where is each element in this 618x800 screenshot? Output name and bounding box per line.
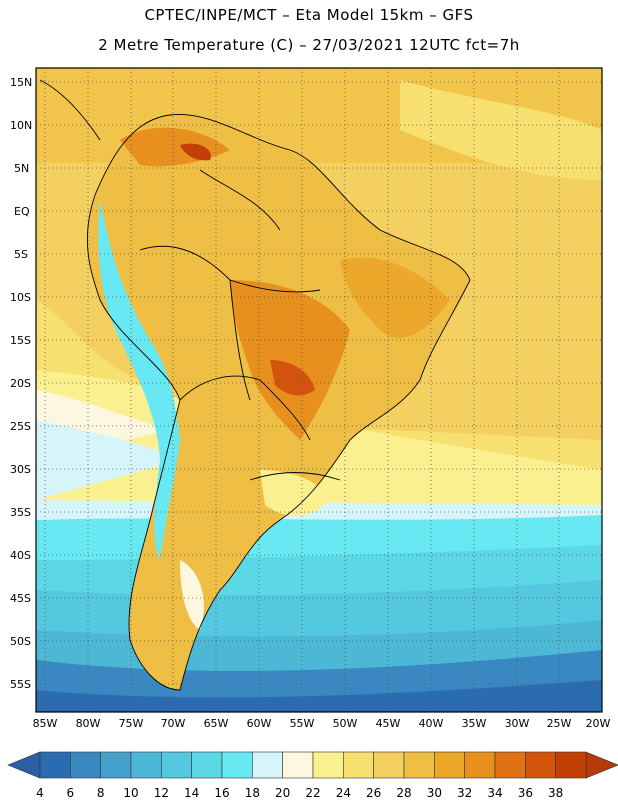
colorbar-label: 30	[427, 786, 442, 800]
colorbar-label: 16	[214, 786, 229, 800]
lat-label: 5S	[14, 248, 28, 261]
colorbar-swatch	[343, 751, 374, 779]
lat-label: 5N	[14, 162, 29, 175]
colorbar-swatch	[252, 751, 283, 779]
lon-label: 70W	[161, 717, 186, 730]
temperature-field	[36, 68, 602, 712]
colorbar-high-arrow	[585, 751, 618, 779]
lat-label: 15N	[10, 76, 32, 89]
lon-label: 30W	[505, 717, 530, 730]
lat-label: EQ	[14, 205, 30, 218]
colorbar-label: 18	[245, 786, 260, 800]
colorbar-swatch	[100, 751, 132, 779]
lat-label: 30S	[10, 463, 31, 476]
lon-label: 55W	[290, 717, 315, 730]
lat-label: 15S	[10, 334, 31, 347]
colorbar-label: 38	[548, 786, 563, 800]
colorbar-swatch	[494, 751, 526, 779]
lat-label: 40S	[10, 549, 31, 562]
lon-label: 65W	[204, 717, 229, 730]
colorbar-label: 4	[36, 786, 44, 800]
map-subtitle: 2 Metre Temperature (C) – 27/03/2021 12U…	[98, 36, 520, 54]
lat-label: 10S	[10, 291, 31, 304]
colorbar-swatch	[221, 751, 253, 779]
lon-label: 25W	[547, 717, 572, 730]
colorbar-swatch	[130, 751, 162, 779]
lat-label: 10N	[10, 119, 32, 132]
lat-label: 55S	[10, 678, 31, 691]
lon-label: 20W	[586, 717, 611, 730]
map-title: CPTEC/INPE/MCT – Eta Model 15km – GFS	[144, 6, 474, 24]
colorbar-label: 26	[366, 786, 381, 800]
country-borders	[39, 79, 471, 691]
colorbar-label: 32	[457, 786, 472, 800]
lon-label: 85W	[33, 717, 58, 730]
colorbar-label: 6	[67, 786, 75, 800]
colorbar-label: 24	[336, 786, 351, 800]
colorbar-swatch	[464, 751, 496, 779]
colorbar-label: 20	[275, 786, 290, 800]
colorbar-label: 34	[487, 786, 502, 800]
lon-label: 75W	[119, 717, 144, 730]
colorbar-label: 36	[518, 786, 533, 800]
colorbar-label: 28	[396, 786, 411, 800]
lon-label: 60W	[247, 717, 272, 730]
colorbar-swatch	[191, 751, 223, 779]
map-frame	[35, 67, 603, 713]
lat-label: 35S	[10, 506, 31, 519]
colorbar-swatch	[403, 751, 435, 779]
lat-label: 50S	[10, 635, 31, 648]
lat-label: 45S	[10, 592, 31, 605]
colorbar-label: 22	[305, 786, 320, 800]
colorbar-swatch	[282, 751, 314, 779]
lat-label: 20S	[10, 377, 31, 390]
colorbar-swatch	[161, 751, 192, 779]
colorbar-swatch	[434, 751, 465, 779]
colorbar-swatch	[39, 751, 71, 779]
colorbar-low-arrow	[7, 751, 41, 779]
colorbar-label: 12	[154, 786, 169, 800]
lon-label: 40W	[419, 717, 444, 730]
longitude-labels: 85W 80W 75W 70W 65W 60W 55W 50W 45W 40W …	[33, 717, 611, 730]
lon-label: 45W	[376, 717, 401, 730]
colorbar-swatch	[312, 751, 344, 779]
lon-label: 80W	[76, 717, 101, 730]
colorbar-label: 14	[184, 786, 199, 800]
lon-label: 50W	[333, 717, 358, 730]
lat-label: 25S	[10, 420, 31, 433]
colorbar-label: 10	[123, 786, 138, 800]
colorbar-swatch	[70, 751, 101, 779]
colorbar-swatch	[525, 751, 556, 779]
colorbar-swatch	[555, 751, 587, 779]
colorbar-swatch	[373, 751, 405, 779]
lon-label: 35W	[462, 717, 487, 730]
latitude-labels: 15N 10N 5N EQ 5S 10S 15S 20S 25S 30S 35S…	[10, 76, 32, 691]
colorbar: 4 6 8 10 12 14 16 18 20 22 24 26 28 30 32 34 36 38	[7, 751, 618, 800]
colorbar-label: 8	[97, 786, 105, 800]
